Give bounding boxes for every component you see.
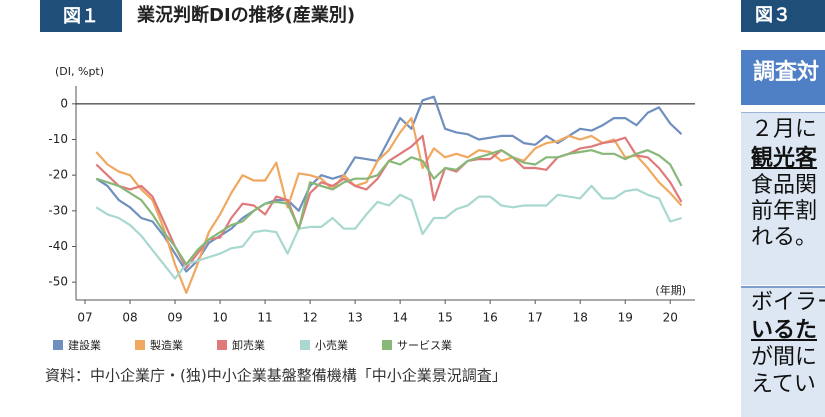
legend-swatch: [300, 340, 310, 350]
series-line: [95, 184, 682, 280]
side-text: が間に: [751, 345, 818, 370]
side-box: ボイラー いるた が間に えてい: [741, 286, 825, 417]
side-figure-label-box: 図３: [741, 0, 825, 32]
side-text: ボイラー: [751, 290, 825, 315]
series-line: [95, 134, 683, 269]
series-line: [95, 117, 683, 294]
x-tick-label: 14: [392, 311, 407, 325]
y-tick-label: -30: [48, 203, 68, 217]
series-line: [95, 95, 683, 273]
x-tick-label: 20: [663, 311, 678, 325]
side-text: いるた: [751, 318, 818, 343]
legend-label: サービス業: [397, 339, 452, 352]
figure-label-box: [40, 0, 122, 32]
side-text: れる。: [751, 225, 818, 250]
y-tick-label: -10: [48, 132, 68, 146]
side-heading-box: 調査対: [741, 50, 825, 105]
x-tick-label: 09: [167, 311, 182, 325]
legend-label: 建設業: [68, 338, 101, 352]
side-text: 観光客: [751, 146, 818, 171]
side-text: ２月に: [751, 117, 818, 142]
x-tick-label: 10: [212, 311, 227, 325]
x-tick-label: 11: [257, 311, 272, 325]
x-tick-label: 15: [438, 311, 453, 325]
side-box: ２月に 観光客 食品関 前年割 れる。: [741, 112, 825, 285]
source-note: 資料：中小企業庁・(独)中小企業基盤整備機構「中小企業景況調査」: [45, 367, 507, 385]
x-tick-label: 12: [302, 311, 317, 325]
legend-label: 小売業: [315, 339, 348, 352]
legend-swatch: [217, 340, 227, 350]
x-tick-label: 16: [483, 311, 498, 325]
y-tick-label: 0: [60, 96, 68, 110]
x-tick-label: 13: [347, 311, 362, 325]
chart-title: 業況判断DIの推移(産業別): [136, 4, 355, 26]
figure-label: 図１: [63, 6, 99, 27]
y-tick-label: -40: [48, 239, 68, 253]
x-tick-label: 18: [573, 311, 588, 325]
legend-label: 卸売業: [232, 338, 265, 352]
legend-label: 製造業: [150, 338, 183, 352]
side-figure-label: 図３: [755, 5, 791, 26]
x-tick-label: 19: [618, 311, 633, 325]
x-axis-label: (年期): [655, 283, 686, 297]
legend-swatch: [135, 340, 145, 350]
y-tick-label: -20: [48, 168, 68, 182]
side-text: えてい: [751, 372, 816, 397]
series-line: [95, 149, 683, 266]
legend-swatch: [53, 340, 63, 350]
legend-swatch: [382, 340, 392, 350]
side-heading: 調査対: [753, 60, 820, 85]
y-axis-label: (DI, %pt): [55, 65, 104, 78]
y-tick-label: -50: [48, 275, 68, 289]
side-text: 食品関: [751, 173, 818, 198]
x-tick-label: 07: [77, 311, 92, 325]
side-text: 前年割: [751, 199, 818, 224]
x-tick-label: 17: [528, 311, 543, 325]
chart: 図１ 業況判断DIの推移(産業別) (DI, %pt) (年期) 資料：中小企業…: [40, 0, 695, 385]
x-tick-label: 08: [122, 311, 137, 325]
